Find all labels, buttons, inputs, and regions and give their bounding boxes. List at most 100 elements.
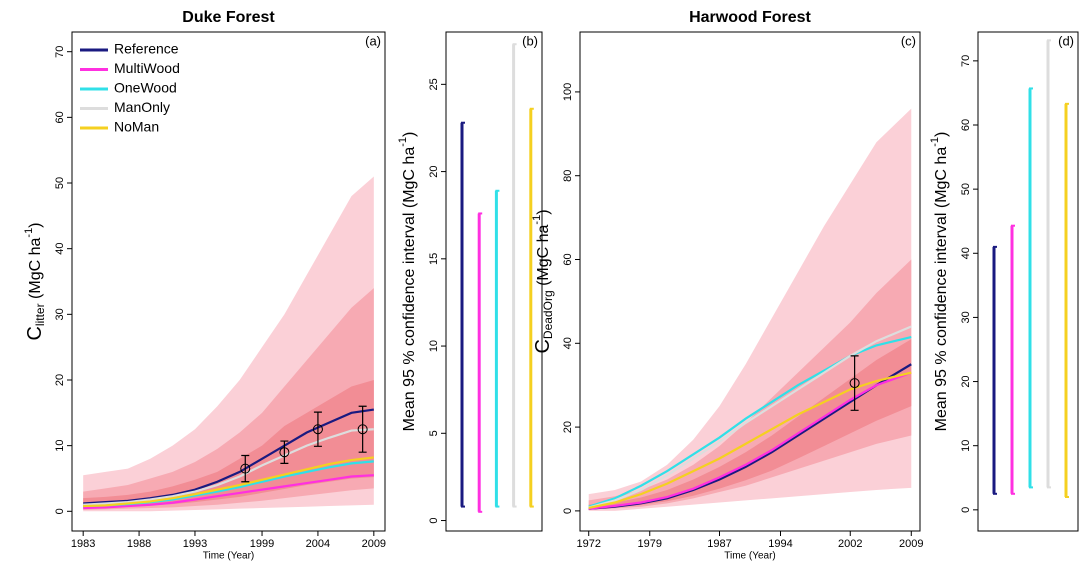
series-line [83, 428, 374, 506]
y-tick-label: 0 [428, 517, 440, 523]
x-tick-label: 1988 [127, 538, 151, 550]
error-bar [313, 411, 322, 447]
x-tick-label: 1993 [183, 538, 207, 550]
y-tick-label: 0 [960, 507, 972, 513]
y-label-unit: (MgC ha [535, 224, 552, 290]
y-tick-label: 60 [562, 253, 574, 265]
y-tick-label: 20 [54, 374, 66, 386]
series-line [83, 456, 374, 508]
y-tick-label: 50 [960, 183, 972, 195]
uncertainty-band [588, 339, 912, 509]
y-label-unit: (MgC ha [933, 147, 950, 213]
observation [240, 463, 251, 474]
x-axis-label: Time (Year) [724, 551, 776, 562]
x-tick-label: 2002 [838, 538, 862, 550]
y-tick-label: 70 [54, 46, 66, 58]
x-tick-label: 1999 [250, 538, 274, 550]
series-line [588, 371, 912, 510]
y-tick-label: 20 [562, 421, 574, 433]
observation [357, 424, 368, 435]
observation [279, 447, 290, 458]
chart-title: Duke Forest [182, 9, 275, 26]
y-label-close: ) [535, 209, 552, 214]
uncertainty-band [588, 259, 912, 510]
error-bar [241, 454, 250, 483]
y-axis-label: Mean 95 % confidence interval (MgC ha-1) [929, 132, 950, 432]
y-label-main: C [532, 339, 554, 353]
legend-label: MultiWood [114, 60, 180, 76]
y-label-unit: (MgC ha [27, 237, 44, 303]
series-line [588, 325, 912, 509]
y-tick-label: 80 [562, 170, 574, 182]
legend-label: Reference [114, 41, 179, 57]
y-tick-label: 40 [54, 243, 66, 255]
y-tick-label: 60 [54, 111, 66, 123]
error-bar [850, 355, 859, 411]
error-bar [358, 405, 367, 453]
y-label-close: ) [933, 132, 950, 137]
y-tick-label: 100 [562, 83, 574, 101]
x-tick-label: 1983 [71, 538, 95, 550]
observation [849, 378, 860, 389]
y-axis-label: Clitter (MgC ha-1) [23, 222, 47, 340]
x-tick-label: 2009 [362, 538, 386, 550]
y-label-exponent: -1 [23, 228, 35, 238]
x-tick-label: 2004 [306, 538, 330, 550]
panel-label: (b) [522, 33, 538, 48]
plot-frame [579, 31, 921, 532]
y-label-main: Mean 95 % confidence interval [401, 213, 418, 432]
y-tick-label: 5 [428, 430, 440, 436]
panel-label: (d) [1058, 33, 1074, 48]
y-tick-label: 70 [960, 55, 972, 67]
observation [312, 424, 323, 435]
x-axis-label: Time (Year) [203, 551, 255, 562]
y-tick-label: 0 [54, 508, 66, 514]
y-tick-label: 50 [54, 177, 66, 189]
x-tick-label: 1987 [707, 538, 731, 550]
chart-title: Harwood Forest [689, 9, 811, 26]
y-axis-label: CDeadOrg (MgC ha-1) [531, 209, 555, 353]
panel-label: (c) [901, 33, 916, 48]
y-label-main: Mean 95 % confidence interval [933, 213, 950, 432]
legend-label: ManOnly [114, 99, 170, 115]
error-bar [280, 440, 289, 464]
panel-label: (a) [365, 33, 381, 48]
plot-frame [977, 31, 1079, 532]
plot-frame [71, 31, 386, 532]
y-label-unit: (MgC ha [401, 147, 418, 213]
plot-frame [445, 31, 543, 532]
y-label-subscript: litter [33, 303, 47, 326]
series-line [83, 474, 374, 510]
x-tick-label: 2009 [899, 538, 923, 550]
y-tick-label: 40 [960, 247, 972, 259]
legend-label: OneWood [114, 80, 177, 96]
y-label-exponent: -1 [397, 137, 409, 147]
y-tick-label: 20 [428, 165, 440, 177]
y-tick-label: 30 [54, 308, 66, 320]
y-tick-label: 0 [562, 508, 574, 514]
y-label-exponent: -1 [531, 215, 543, 225]
series-line [588, 371, 912, 510]
y-label-close: ) [401, 132, 418, 137]
x-tick-label: 1972 [576, 538, 600, 550]
y-tick-label: 15 [428, 253, 440, 265]
y-label-exponent: -1 [929, 137, 941, 147]
uncertainty-band [83, 379, 374, 509]
y-tick-label: 30 [960, 311, 972, 323]
y-tick-label: 10 [960, 440, 972, 452]
y-tick-label: 10 [54, 440, 66, 452]
y-label-subscript: DeadOrg [541, 290, 555, 339]
y-tick-label: 40 [562, 337, 574, 349]
y-tick-label: 20 [960, 375, 972, 387]
legend-label: NoMan [114, 119, 159, 135]
x-tick-label: 1979 [638, 538, 662, 550]
x-tick-label: 1994 [768, 538, 792, 550]
y-axis-label: Mean 95 % confidence interval (MgC ha-1) [397, 132, 418, 432]
y-tick-label: 10 [428, 340, 440, 352]
y-tick-label: 60 [960, 119, 972, 131]
y-label-close: ) [27, 222, 44, 227]
series-line [83, 408, 374, 505]
y-label-main: C [24, 326, 46, 340]
y-tick-label: 25 [428, 78, 440, 90]
